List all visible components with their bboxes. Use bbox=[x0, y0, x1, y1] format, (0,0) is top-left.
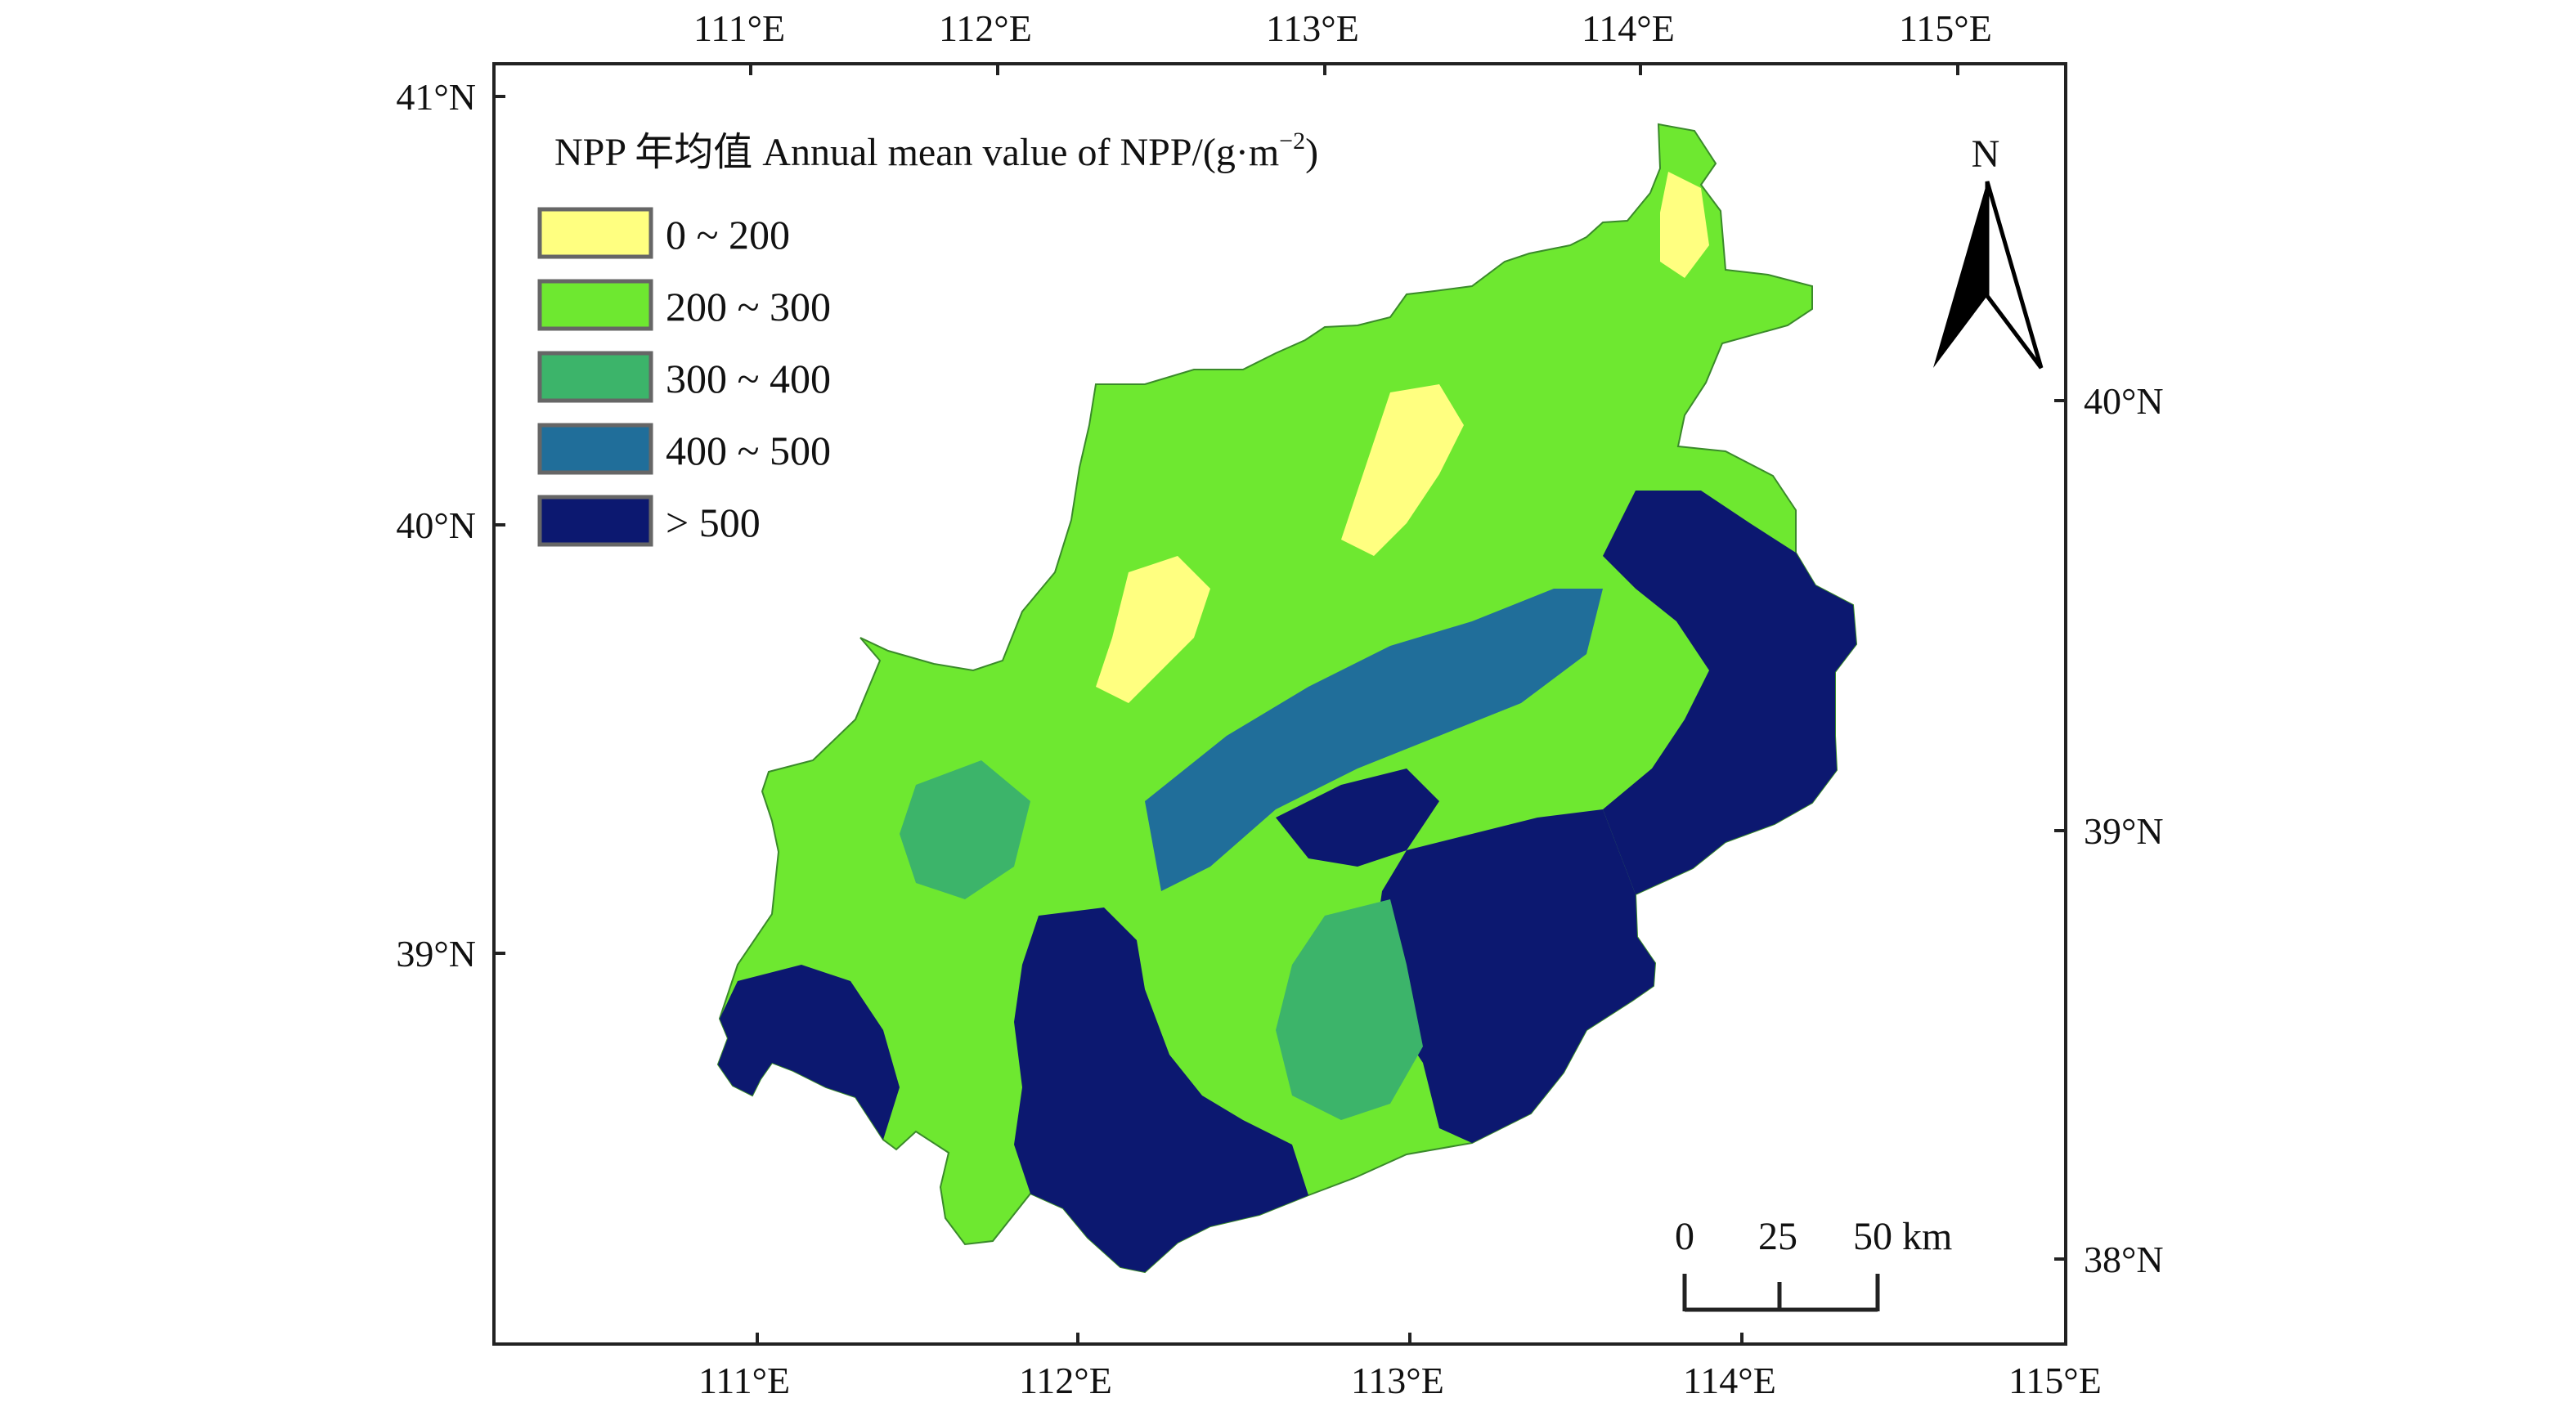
zone-gt500-east bbox=[1603, 491, 1856, 894]
scale-bar: 0 25 50 km bbox=[1675, 1215, 1952, 1312]
zone-300-400-west bbox=[900, 760, 1030, 899]
top-lon-label: 114°E bbox=[1582, 7, 1675, 49]
scale-label: 0 bbox=[1675, 1215, 1694, 1258]
legend-swatch-200-300 bbox=[537, 279, 653, 331]
bottom-lon-label: 114°E bbox=[1683, 1360, 1776, 1401]
zone-gt500-southeast bbox=[1374, 809, 1655, 1143]
left-latitude-labels: 41°N 40°N 39°N bbox=[396, 76, 476, 975]
scale-label: 50 km bbox=[1853, 1215, 1952, 1258]
zone-gt500-ridge bbox=[1276, 768, 1439, 867]
zone-0-200-north bbox=[1341, 384, 1464, 556]
right-latitude-labels: 40°N 39°N 38°N bbox=[2084, 380, 2164, 1280]
top-longitude-labels: 111°E 112°E 113°E 114°E 115°E bbox=[693, 7, 1992, 49]
scale-bar-line bbox=[1682, 1274, 1880, 1312]
zone-gt500-west bbox=[718, 965, 900, 1140]
left-lat-label: 40°N bbox=[396, 504, 476, 546]
north-arrow: N bbox=[1933, 132, 2044, 370]
study-region bbox=[716, 123, 1858, 1274]
north-arrow-icon bbox=[1933, 181, 2044, 370]
left-lat-label: 41°N bbox=[396, 76, 476, 118]
legend-title-close: ) bbox=[1305, 131, 1318, 174]
north-arrow-label: N bbox=[1972, 132, 2000, 176]
bottom-lon-label: 111°E bbox=[698, 1360, 790, 1401]
axis-ticks bbox=[494, 64, 2067, 1344]
top-lon-label: 111°E bbox=[693, 7, 785, 49]
top-lon-label: 112°E bbox=[939, 7, 1032, 49]
legend-swatch-400-500 bbox=[537, 423, 653, 475]
legend-swatch-gt500 bbox=[537, 495, 653, 547]
right-lat-label: 40°N bbox=[2084, 380, 2164, 422]
zone-300-400-central bbox=[1276, 899, 1423, 1120]
right-lat-label: 39°N bbox=[2084, 810, 2164, 852]
legend-label: 200 ~ 300 bbox=[666, 284, 831, 329]
legend-swatch-300-400 bbox=[537, 351, 653, 403]
legend-title: NPP 年均值 Annual mean value of NPP/(g·m−2) bbox=[554, 128, 1318, 174]
zone-400-500-belt bbox=[1145, 589, 1603, 891]
legend-title-main: NPP 年均值 Annual mean value of NPP/(g·m bbox=[554, 131, 1279, 174]
zone-0-200-central bbox=[1096, 556, 1210, 703]
legend-title-superscript: −2 bbox=[1279, 128, 1305, 155]
legend-label: 300 ~ 400 bbox=[666, 356, 831, 401]
top-lon-label: 115°E bbox=[1899, 7, 1992, 49]
legend-swatch-0-200 bbox=[537, 207, 653, 259]
zone-0-200-northeast bbox=[1660, 172, 1709, 278]
bottom-lon-label: 112°E bbox=[1019, 1360, 1112, 1401]
zone-gt500-south bbox=[1014, 907, 1308, 1272]
legend-label: 400 ~ 500 bbox=[666, 428, 831, 473]
bottom-lon-label: 115°E bbox=[2008, 1360, 2102, 1401]
bottom-lon-label: 113°E bbox=[1351, 1360, 1444, 1401]
scale-label: 25 bbox=[1758, 1215, 1797, 1258]
legend-label: > 500 bbox=[666, 500, 761, 545]
left-lat-label: 39°N bbox=[396, 933, 476, 975]
top-lon-label: 113°E bbox=[1266, 7, 1359, 49]
bottom-longitude-labels: 111°E 112°E 113°E 114°E 115°E bbox=[698, 1360, 2102, 1401]
legend-label: 0 ~ 200 bbox=[666, 212, 790, 258]
right-lat-label: 38°N bbox=[2084, 1239, 2164, 1280]
legend: NPP 年均值 Annual mean value of NPP/(g·m−2)… bbox=[537, 128, 1318, 547]
